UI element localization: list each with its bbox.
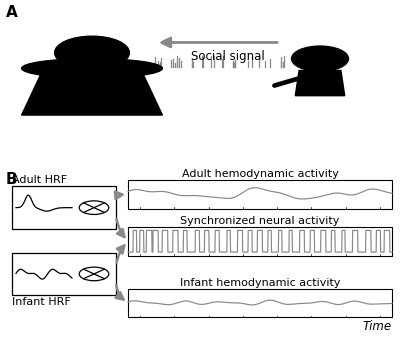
Text: A: A [6, 5, 18, 20]
Text: Synchronized neural activity: Synchronized neural activity [180, 216, 340, 226]
Text: B: B [6, 172, 18, 187]
Text: Adult HRF: Adult HRF [12, 175, 67, 185]
Text: Social signal: Social signal [191, 50, 265, 63]
Polygon shape [22, 68, 162, 115]
FancyBboxPatch shape [12, 187, 116, 229]
Text: Time: Time [363, 320, 392, 333]
Ellipse shape [22, 58, 162, 78]
FancyBboxPatch shape [128, 180, 392, 209]
Circle shape [292, 46, 348, 71]
Circle shape [79, 267, 109, 281]
Text: Infant HRF: Infant HRF [12, 297, 71, 307]
Text: Adult hemodynamic activity: Adult hemodynamic activity [182, 169, 338, 179]
Polygon shape [295, 70, 345, 96]
FancyBboxPatch shape [12, 253, 116, 295]
FancyBboxPatch shape [128, 227, 392, 256]
Circle shape [54, 36, 130, 69]
FancyBboxPatch shape [128, 289, 392, 317]
Circle shape [79, 201, 109, 215]
Text: Infant hemodynamic activity: Infant hemodynamic activity [180, 278, 340, 288]
